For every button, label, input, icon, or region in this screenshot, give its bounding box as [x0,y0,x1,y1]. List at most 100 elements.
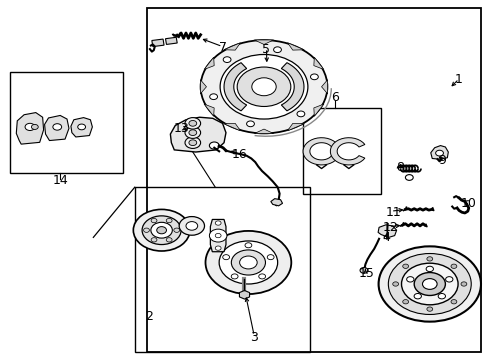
Circle shape [185,222,197,230]
Polygon shape [165,37,177,44]
Text: 13: 13 [173,122,188,135]
Text: 16: 16 [231,148,247,161]
Circle shape [188,121,196,126]
Circle shape [173,228,179,232]
Circle shape [166,219,172,223]
Bar [10,72,122,173]
Polygon shape [254,40,273,44]
Circle shape [405,175,412,180]
Polygon shape [430,145,447,159]
Circle shape [188,140,196,145]
Circle shape [237,67,290,107]
Polygon shape [313,104,323,116]
Text: 14: 14 [52,174,68,186]
Polygon shape [224,63,246,111]
Circle shape [445,276,452,282]
Circle shape [392,282,398,286]
Circle shape [157,226,166,234]
Circle shape [53,124,61,130]
Circle shape [450,264,456,269]
Circle shape [402,300,408,304]
Circle shape [209,229,226,242]
Circle shape [267,255,273,260]
Circle shape [151,222,172,238]
Polygon shape [71,118,92,137]
Circle shape [25,123,35,131]
Circle shape [273,47,281,53]
Circle shape [435,150,443,156]
Circle shape [310,74,318,80]
Circle shape [413,293,421,299]
Text: 1: 1 [454,73,462,86]
Circle shape [205,231,291,294]
Circle shape [184,118,200,129]
Circle shape [244,243,251,248]
Circle shape [166,238,172,242]
Circle shape [215,221,221,225]
Circle shape [378,246,480,321]
Polygon shape [203,104,214,116]
Circle shape [413,273,445,296]
Circle shape [359,267,367,273]
Polygon shape [270,199,282,206]
Polygon shape [152,39,163,46]
Text: 5: 5 [262,42,270,55]
Circle shape [78,124,85,130]
Polygon shape [321,80,327,94]
Polygon shape [377,225,396,237]
Polygon shape [254,129,273,134]
Circle shape [422,279,436,289]
Text: 11: 11 [385,206,400,219]
Bar [303,108,380,194]
Circle shape [209,142,219,149]
Circle shape [151,238,157,242]
Circle shape [426,307,432,311]
Circle shape [460,282,466,286]
Text: 9: 9 [437,154,445,167]
Circle shape [401,263,457,305]
Polygon shape [224,43,240,50]
Circle shape [220,54,307,119]
Polygon shape [239,291,249,299]
Polygon shape [44,116,69,140]
Circle shape [406,276,413,282]
Circle shape [179,217,204,235]
Circle shape [200,40,327,134]
Circle shape [222,255,229,260]
Circle shape [188,130,196,135]
Circle shape [296,111,304,117]
Text: 15: 15 [358,267,374,280]
Text: 2: 2 [145,310,153,323]
Circle shape [223,57,230,63]
Text: 7: 7 [218,41,226,54]
Circle shape [402,264,408,269]
Circle shape [133,210,189,251]
Circle shape [437,293,445,299]
Text: 3: 3 [250,331,258,344]
Circle shape [246,121,254,127]
Polygon shape [330,138,364,165]
Polygon shape [200,80,206,94]
Text: 12: 12 [382,221,398,234]
Circle shape [219,241,277,284]
Circle shape [184,127,200,138]
Polygon shape [16,113,43,144]
Circle shape [215,233,221,238]
Polygon shape [287,123,304,131]
Circle shape [184,137,200,148]
Text: 10: 10 [460,197,476,210]
Circle shape [31,125,38,130]
Circle shape [209,94,217,100]
Circle shape [258,274,265,279]
Bar [147,8,480,352]
Circle shape [387,253,470,315]
Polygon shape [287,43,304,50]
Circle shape [231,274,238,279]
Polygon shape [281,63,304,111]
Text: 4: 4 [381,231,389,244]
Circle shape [425,266,432,272]
Text: 8: 8 [396,161,404,174]
Circle shape [215,246,221,250]
Circle shape [239,256,257,269]
Circle shape [251,78,276,96]
